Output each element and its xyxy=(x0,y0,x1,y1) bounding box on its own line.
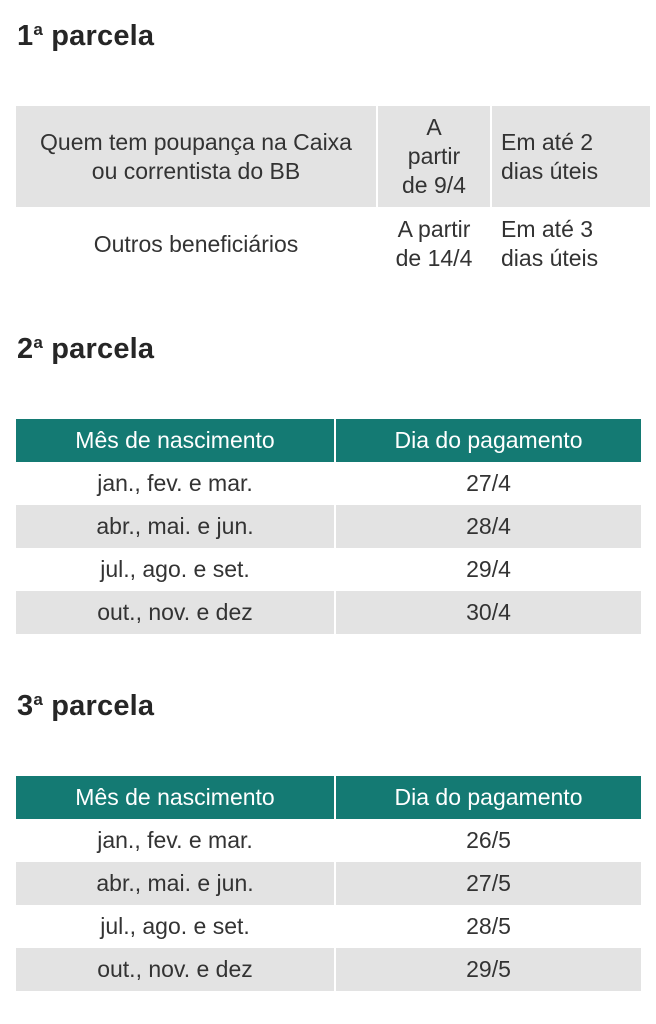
birth-months-cell: jul., ago. e set. xyxy=(16,548,335,591)
heading-number: 3 xyxy=(17,690,34,722)
heading-text: parcela xyxy=(51,690,155,722)
payment-day-cell: 29/5 xyxy=(334,948,641,991)
beneficiary-group-text: Outros beneficiários xyxy=(93,230,299,257)
deadline-text: Em até 2 dias úteis xyxy=(501,128,599,184)
payment-day-cell: 26/5 xyxy=(334,819,641,862)
payment-day-cell: 30/4 xyxy=(334,591,641,634)
table-row: Quem tem poupança na Caixa ou correntist… xyxy=(16,106,650,207)
table-row: Outros beneficiários A partir de 14/4 Em… xyxy=(16,207,650,281)
beneficiary-group-cell: Quem tem poupança na Caixa ou correntist… xyxy=(16,106,377,207)
first-installment-table: Quem tem poupança na Caixa ou correntist… xyxy=(16,106,650,281)
section-2-heading: 2a parcela xyxy=(17,333,154,366)
table-row: abr., mai. e jun. 28/4 xyxy=(16,505,641,548)
deadline-text: Em até 3 dias úteis xyxy=(501,216,599,271)
payment-day-cell: 29/4 xyxy=(334,548,641,591)
birth-month-header: Mês de nascimento xyxy=(16,419,335,462)
section-1-heading: 1a parcela xyxy=(17,20,154,53)
table-row: out., nov. e dez 29/5 xyxy=(16,948,641,991)
table-row: out., nov. e dez 30/4 xyxy=(16,591,641,634)
birth-month-header: Mês de nascimento xyxy=(16,776,335,819)
deadline-cell: Em até 3 dias úteis xyxy=(490,207,650,281)
beneficiary-group-text: Quem tem poupança na Caixa ou correntist… xyxy=(40,128,352,184)
table-row: jan., fev. e mar. 26/5 xyxy=(16,819,641,862)
birth-months-cell: jul., ago. e set. xyxy=(16,905,335,948)
table-row: abr., mai. e jun. 27/5 xyxy=(16,862,641,905)
heading-ordinal: a xyxy=(33,690,43,709)
table-row: jan., fev. e mar. 27/4 xyxy=(16,462,641,505)
beneficiary-group-cell: Outros beneficiários xyxy=(16,207,377,281)
payment-day-cell: 28/4 xyxy=(334,505,641,548)
second-installment-table: Mês de nascimento Dia do pagamento jan.,… xyxy=(16,419,641,634)
table-row: jul., ago. e set. 28/5 xyxy=(16,905,641,948)
payment-day-cell: 28/5 xyxy=(334,905,641,948)
birth-months-cell: jan., fev. e mar. xyxy=(16,462,335,505)
deadline-cell: Em até 2 dias úteis xyxy=(490,106,650,207)
payment-day-header: Dia do pagamento xyxy=(334,776,641,819)
birth-months-cell: abr., mai. e jun. xyxy=(16,505,335,548)
start-date-cell: A partir de 9/4 xyxy=(376,106,491,207)
heading-text: parcela xyxy=(51,333,155,365)
birth-months-cell: jan., fev. e mar. xyxy=(16,819,335,862)
birth-months-cell: out., nov. e dez xyxy=(16,948,335,991)
start-date-cell: A partir de 14/4 xyxy=(376,207,491,281)
table-header-row: Mês de nascimento Dia do pagamento xyxy=(16,776,641,819)
third-installment-table: Mês de nascimento Dia do pagamento jan.,… xyxy=(16,776,641,991)
table-row: jul., ago. e set. 29/4 xyxy=(16,548,641,591)
table-header-row: Mês de nascimento Dia do pagamento xyxy=(16,419,641,462)
birth-months-cell: out., nov. e dez xyxy=(16,591,335,634)
heading-ordinal: a xyxy=(33,20,43,39)
payment-day-header: Dia do pagamento xyxy=(334,419,641,462)
payment-day-cell: 27/5 xyxy=(334,862,641,905)
payment-day-cell: 27/4 xyxy=(334,462,641,505)
heading-ordinal: a xyxy=(33,333,43,352)
heading-text: parcela xyxy=(51,20,155,52)
heading-number: 1 xyxy=(17,20,34,52)
section-3-heading: 3a parcela xyxy=(17,690,154,723)
birth-months-cell: abr., mai. e jun. xyxy=(16,862,335,905)
start-date-text: A partir de 14/4 xyxy=(395,216,473,271)
start-date-text: A partir de 9/4 xyxy=(402,114,466,198)
heading-number: 2 xyxy=(17,333,34,365)
